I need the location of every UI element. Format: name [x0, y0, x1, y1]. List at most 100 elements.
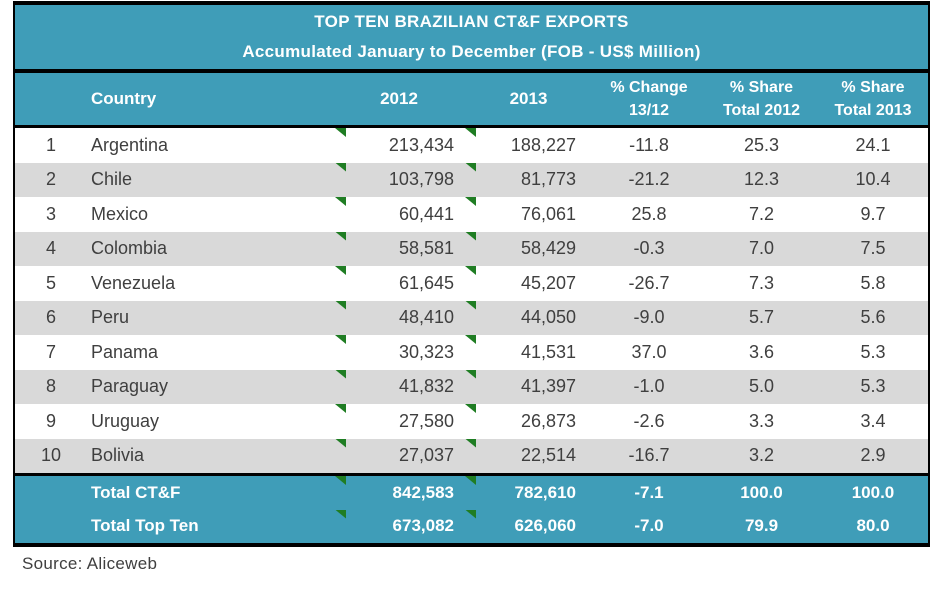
- rank-cell: 9: [45, 410, 56, 431]
- table-row: 8 Paraguay 41,832 41,397 -1.0 5.0 5.3: [15, 369, 928, 405]
- cell-flag-icon: [465, 231, 476, 241]
- pct-change-cell: -11.8: [629, 134, 669, 155]
- value-2013-text: 58,429: [520, 238, 576, 259]
- cell-flag-icon: [335, 231, 346, 241]
- share-2012-cell: 3.3: [748, 410, 775, 431]
- rank-cell: 2: [45, 169, 56, 190]
- value-2013-text: 22,514: [520, 445, 576, 466]
- share-2012-cell: 5.7: [748, 307, 775, 328]
- cell-flag-icon: [465, 509, 476, 519]
- total-label-cell: Total Top Ten: [91, 516, 199, 536]
- total-share-2013-cell: 100.0: [851, 482, 895, 502]
- header-share-2013-line1: % Share: [841, 78, 905, 96]
- header-share-2012: % Share Total 2012: [705, 73, 818, 125]
- cell-flag-icon: [465, 476, 476, 485]
- source-note: Source: Aliceweb: [22, 554, 158, 573]
- country-cell: Uruguay: [91, 410, 160, 431]
- value-2012-text: 58,581: [398, 238, 454, 259]
- country-cell: Venezuela: [91, 272, 176, 293]
- share-2013-cell: 5.3: [860, 376, 886, 397]
- cell-flag-icon: [335, 476, 346, 485]
- total-row: Total CT&F 842,583 782,610 -7.1 100.0 10…: [15, 476, 928, 510]
- total-2012-cell: 673,082: [334, 509, 464, 544]
- pct-change-cell: -9.0: [633, 307, 665, 328]
- value-2012-cell: 58,581: [334, 231, 464, 267]
- cell-flag-icon: [465, 369, 476, 379]
- table-header-row: Country 2012 2013 % Change 13/12 % Share…: [15, 73, 928, 128]
- value-2012-text: 103,798: [388, 169, 454, 190]
- share-2012-cell: 7.0: [748, 238, 775, 259]
- table-row: 4 Colombia 58,581 58,429 -0.3 7.0 7.5: [15, 231, 928, 267]
- cell-flag-icon: [465, 197, 476, 206]
- total-pct-change-cell: -7.1: [634, 482, 664, 502]
- share-2013-cell: 7.5: [860, 238, 886, 259]
- value-2013-cell: 41,531: [464, 335, 593, 370]
- share-2012-cell: 3.6: [748, 341, 775, 362]
- cell-flag-icon: [335, 197, 346, 206]
- pct-change-cell: 37.0: [631, 341, 667, 362]
- value-2012-cell: 27,580: [334, 404, 464, 439]
- value-2012-text: 41,832: [398, 376, 454, 397]
- header-pct-change: % Change 13/12: [593, 73, 705, 125]
- country-cell: Panama: [91, 341, 159, 362]
- share-2013-cell: 9.7: [860, 203, 886, 224]
- table-row: 9 Uruguay 27,580 26,873 -2.6 3.3 3.4: [15, 404, 928, 439]
- value-2013-cell: 188,227: [464, 128, 593, 163]
- country-cell: Peru: [91, 307, 130, 328]
- table-title-block: TOP TEN BRAZILIAN CT&F EXPORTS Accumulat…: [15, 5, 928, 73]
- header-2013: 2013: [509, 88, 548, 108]
- total-share-2012-cell: 79.9: [744, 516, 779, 536]
- header-share-2012-line2: Total 2012: [722, 102, 801, 119]
- cell-flag-icon: [335, 509, 346, 519]
- share-2012-cell: 5.0: [748, 376, 775, 397]
- total-2013-text: 626,060: [514, 516, 576, 536]
- table-totals: Total CT&F 842,583 782,610 -7.1 100.0 10…: [15, 473, 928, 543]
- rank-cell: 4: [45, 238, 56, 259]
- cell-flag-icon: [335, 162, 346, 172]
- table-row: 6 Peru 48,410 44,050 -9.0 5.7 5.6: [15, 300, 928, 336]
- country-cell: Argentina: [91, 134, 169, 155]
- share-2013-cell: 2.9: [860, 445, 886, 466]
- value-2013-text: 41,397: [520, 376, 576, 397]
- total-pct-change-cell: -7.0: [634, 516, 664, 536]
- cell-flag-icon: [465, 335, 476, 344]
- pct-change-cell: -21.2: [628, 169, 670, 190]
- value-2012-text: 27,580: [398, 410, 454, 431]
- country-cell: Paraguay: [91, 376, 169, 397]
- value-2012-cell: 103,798: [334, 162, 464, 198]
- header-share-2013: % Share Total 2013: [818, 73, 928, 125]
- cell-flag-icon: [335, 335, 346, 344]
- country-cell: Chile: [91, 169, 133, 190]
- value-2013-text: 44,050: [520, 307, 576, 328]
- share-2013-cell: 5.8: [860, 272, 886, 293]
- value-2012-text: 61,645: [398, 272, 454, 293]
- cell-flag-icon: [465, 300, 476, 310]
- total-row: Total Top Ten 673,082 626,060 -7.0 79.9 …: [15, 509, 928, 544]
- value-2013-cell: 45,207: [464, 266, 593, 301]
- share-2013-cell: 5.6: [860, 307, 886, 328]
- share-2012-cell: 3.2: [748, 445, 775, 466]
- table-row: 3 Mexico 60,441 76,061 25.8 7.2 9.7: [15, 197, 928, 232]
- rank-cell-empty: [15, 476, 87, 510]
- total-share-2012-cell: 100.0: [740, 482, 783, 502]
- total-2012-cell: 842,583: [334, 476, 464, 510]
- country-cell: Bolivia: [91, 445, 145, 466]
- value-2013-cell: 44,050: [464, 300, 593, 336]
- cell-flag-icon: [465, 438, 476, 448]
- total-label-cell: Total CT&F: [91, 482, 181, 502]
- cell-flag-icon: [335, 404, 346, 413]
- value-2012-cell: 27,037: [334, 438, 464, 474]
- total-2013-text: 782,610: [514, 482, 576, 502]
- header-pct-change-line1: % Change: [610, 78, 688, 96]
- total-2013-cell: 782,610: [464, 476, 593, 510]
- rank-cell: 3: [45, 203, 56, 224]
- cell-flag-icon: [465, 266, 476, 275]
- table-row: 7 Panama 30,323 41,531 37.0 3.6 5.3: [15, 335, 928, 370]
- cell-flag-icon: [335, 438, 346, 448]
- rank-cell: 10: [40, 445, 62, 466]
- table-row: 10 Bolivia 27,037 22,514 -16.7 3.2 2.9: [15, 438, 928, 474]
- share-2012-cell: 12.3: [743, 169, 780, 190]
- value-2013-cell: 41,397: [464, 369, 593, 405]
- header-country: Country: [91, 88, 157, 108]
- value-2013-text: 45,207: [520, 272, 576, 293]
